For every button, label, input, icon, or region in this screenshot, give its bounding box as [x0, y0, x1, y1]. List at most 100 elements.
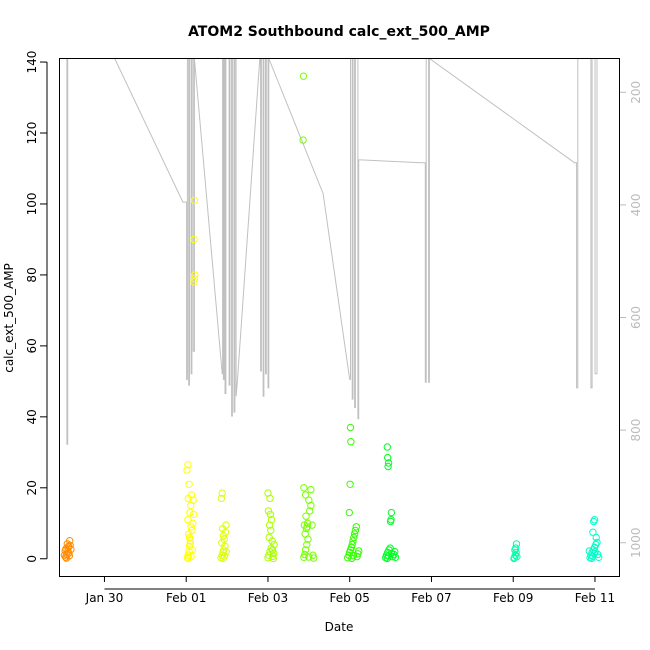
point-series-4 [299, 136, 307, 144]
point-series-6 [384, 453, 392, 462]
x-tick-label: Feb 11 [575, 591, 615, 605]
axes: 0 20 40 60 80 100 120 140 Jan 30 Feb 01 Feb 03 Feb … [25, 51, 643, 605]
point-series-1 [190, 196, 199, 205]
point-series-1 [184, 516, 192, 524]
point-series-4 [302, 512, 310, 520]
point-series-1 [186, 508, 194, 517]
chart-title: ATOM2 Southbound calc_ext_500_AMP [188, 24, 490, 40]
x-tick-label: Feb 03 [248, 591, 288, 605]
point-series-6 [387, 508, 396, 517]
y-tick-label: 120 [25, 122, 39, 145]
y-tick-label: 80 [25, 267, 39, 282]
point-series-0 [66, 537, 74, 545]
y-tick-label: 20 [25, 480, 39, 495]
point-series-0 [66, 541, 74, 549]
point-series-1 [187, 491, 196, 499]
point-series-2 [218, 489, 226, 497]
point-series-4 [301, 530, 309, 538]
point-series-5 [345, 508, 353, 517]
point-series-5 [346, 423, 355, 432]
point-series-4 [303, 540, 311, 549]
point-series-1 [185, 554, 193, 563]
point-series-3 [264, 507, 273, 515]
point-series-4 [306, 507, 314, 515]
right-tick-label: 800 [629, 419, 643, 442]
point-series-1 [184, 461, 192, 469]
point-series-8 [590, 516, 599, 524]
point-series-3 [266, 510, 275, 519]
right-tick-label: 600 [629, 306, 643, 329]
point-series-6 [391, 548, 399, 556]
point-series-1 [187, 552, 195, 561]
point-series-8 [585, 547, 593, 555]
point-series-0 [65, 549, 73, 557]
x-tick-label: Feb 05 [330, 591, 370, 605]
point-series-3 [270, 540, 278, 549]
point-series-2 [220, 535, 228, 543]
right-tick-label: 1000 [629, 527, 643, 558]
point-series-8 [589, 528, 597, 536]
point-series-1 [189, 519, 197, 527]
point-series-0 [60, 551, 69, 559]
point-series-4 [310, 554, 318, 562]
point-series-5 [350, 533, 358, 542]
point-series-7 [512, 540, 521, 548]
point-series-4 [309, 551, 317, 559]
point-series-3 [265, 533, 273, 542]
y-tick-label: 0 [25, 555, 39, 563]
point-series-6 [391, 553, 400, 561]
point-series-5 [349, 537, 357, 545]
point-series-0 [65, 552, 74, 560]
point-series-6 [386, 544, 394, 552]
point-series-6 [384, 459, 393, 467]
point-series-3 [267, 516, 276, 524]
point-series-2 [222, 548, 231, 556]
point-series-1 [187, 523, 195, 531]
point-series-6 [384, 462, 392, 471]
point-series-6 [388, 552, 397, 561]
point-series-7 [512, 544, 520, 552]
point-series-4 [301, 550, 309, 559]
x-axis-label: Date [325, 620, 354, 634]
point-series-1 [185, 480, 193, 488]
point-series-4 [301, 491, 310, 499]
point-series-1 [190, 274, 199, 283]
point-series-1 [190, 278, 198, 286]
point-series-4 [305, 553, 313, 561]
point-series-4 [307, 485, 315, 494]
point-series-1 [189, 496, 197, 504]
point-series-5 [351, 526, 360, 535]
point-series-5 [352, 523, 360, 531]
point-series-5 [348, 540, 356, 549]
point-series-5 [346, 480, 354, 488]
x-tick-label: Feb 09 [493, 591, 533, 605]
plot-frame [59, 58, 620, 577]
point-series-2 [219, 554, 227, 563]
point-series-1 [185, 533, 194, 542]
y-tick-label: 60 [25, 338, 39, 353]
point-series-1 [188, 526, 196, 535]
point-series-1 [183, 466, 191, 474]
point-series-1 [186, 537, 195, 545]
point-series-4 [299, 72, 308, 80]
y-tick-label: 140 [25, 51, 39, 74]
point-series-2 [217, 494, 226, 503]
x-tick-label: Feb 07 [411, 591, 451, 605]
point-series-5 [350, 530, 359, 538]
point-series-6 [384, 552, 393, 560]
depth-line [66, 57, 598, 445]
x-tick-label: Feb 01 [166, 591, 206, 605]
point-series-6 [387, 516, 395, 524]
point-series-6 [383, 443, 391, 451]
y-tick-label: 40 [25, 409, 39, 424]
x-tick-label: Jan 30 [85, 591, 124, 605]
point-series-8 [593, 538, 601, 547]
y-tick-label: 100 [25, 193, 39, 216]
point-series-5 [349, 551, 358, 560]
point-series-5 [355, 547, 363, 555]
point-series-8 [595, 553, 603, 561]
point-series-8 [592, 533, 600, 542]
data-points [60, 72, 603, 563]
right-tick-label: 200 [629, 81, 643, 104]
point-series-3 [269, 554, 277, 563]
